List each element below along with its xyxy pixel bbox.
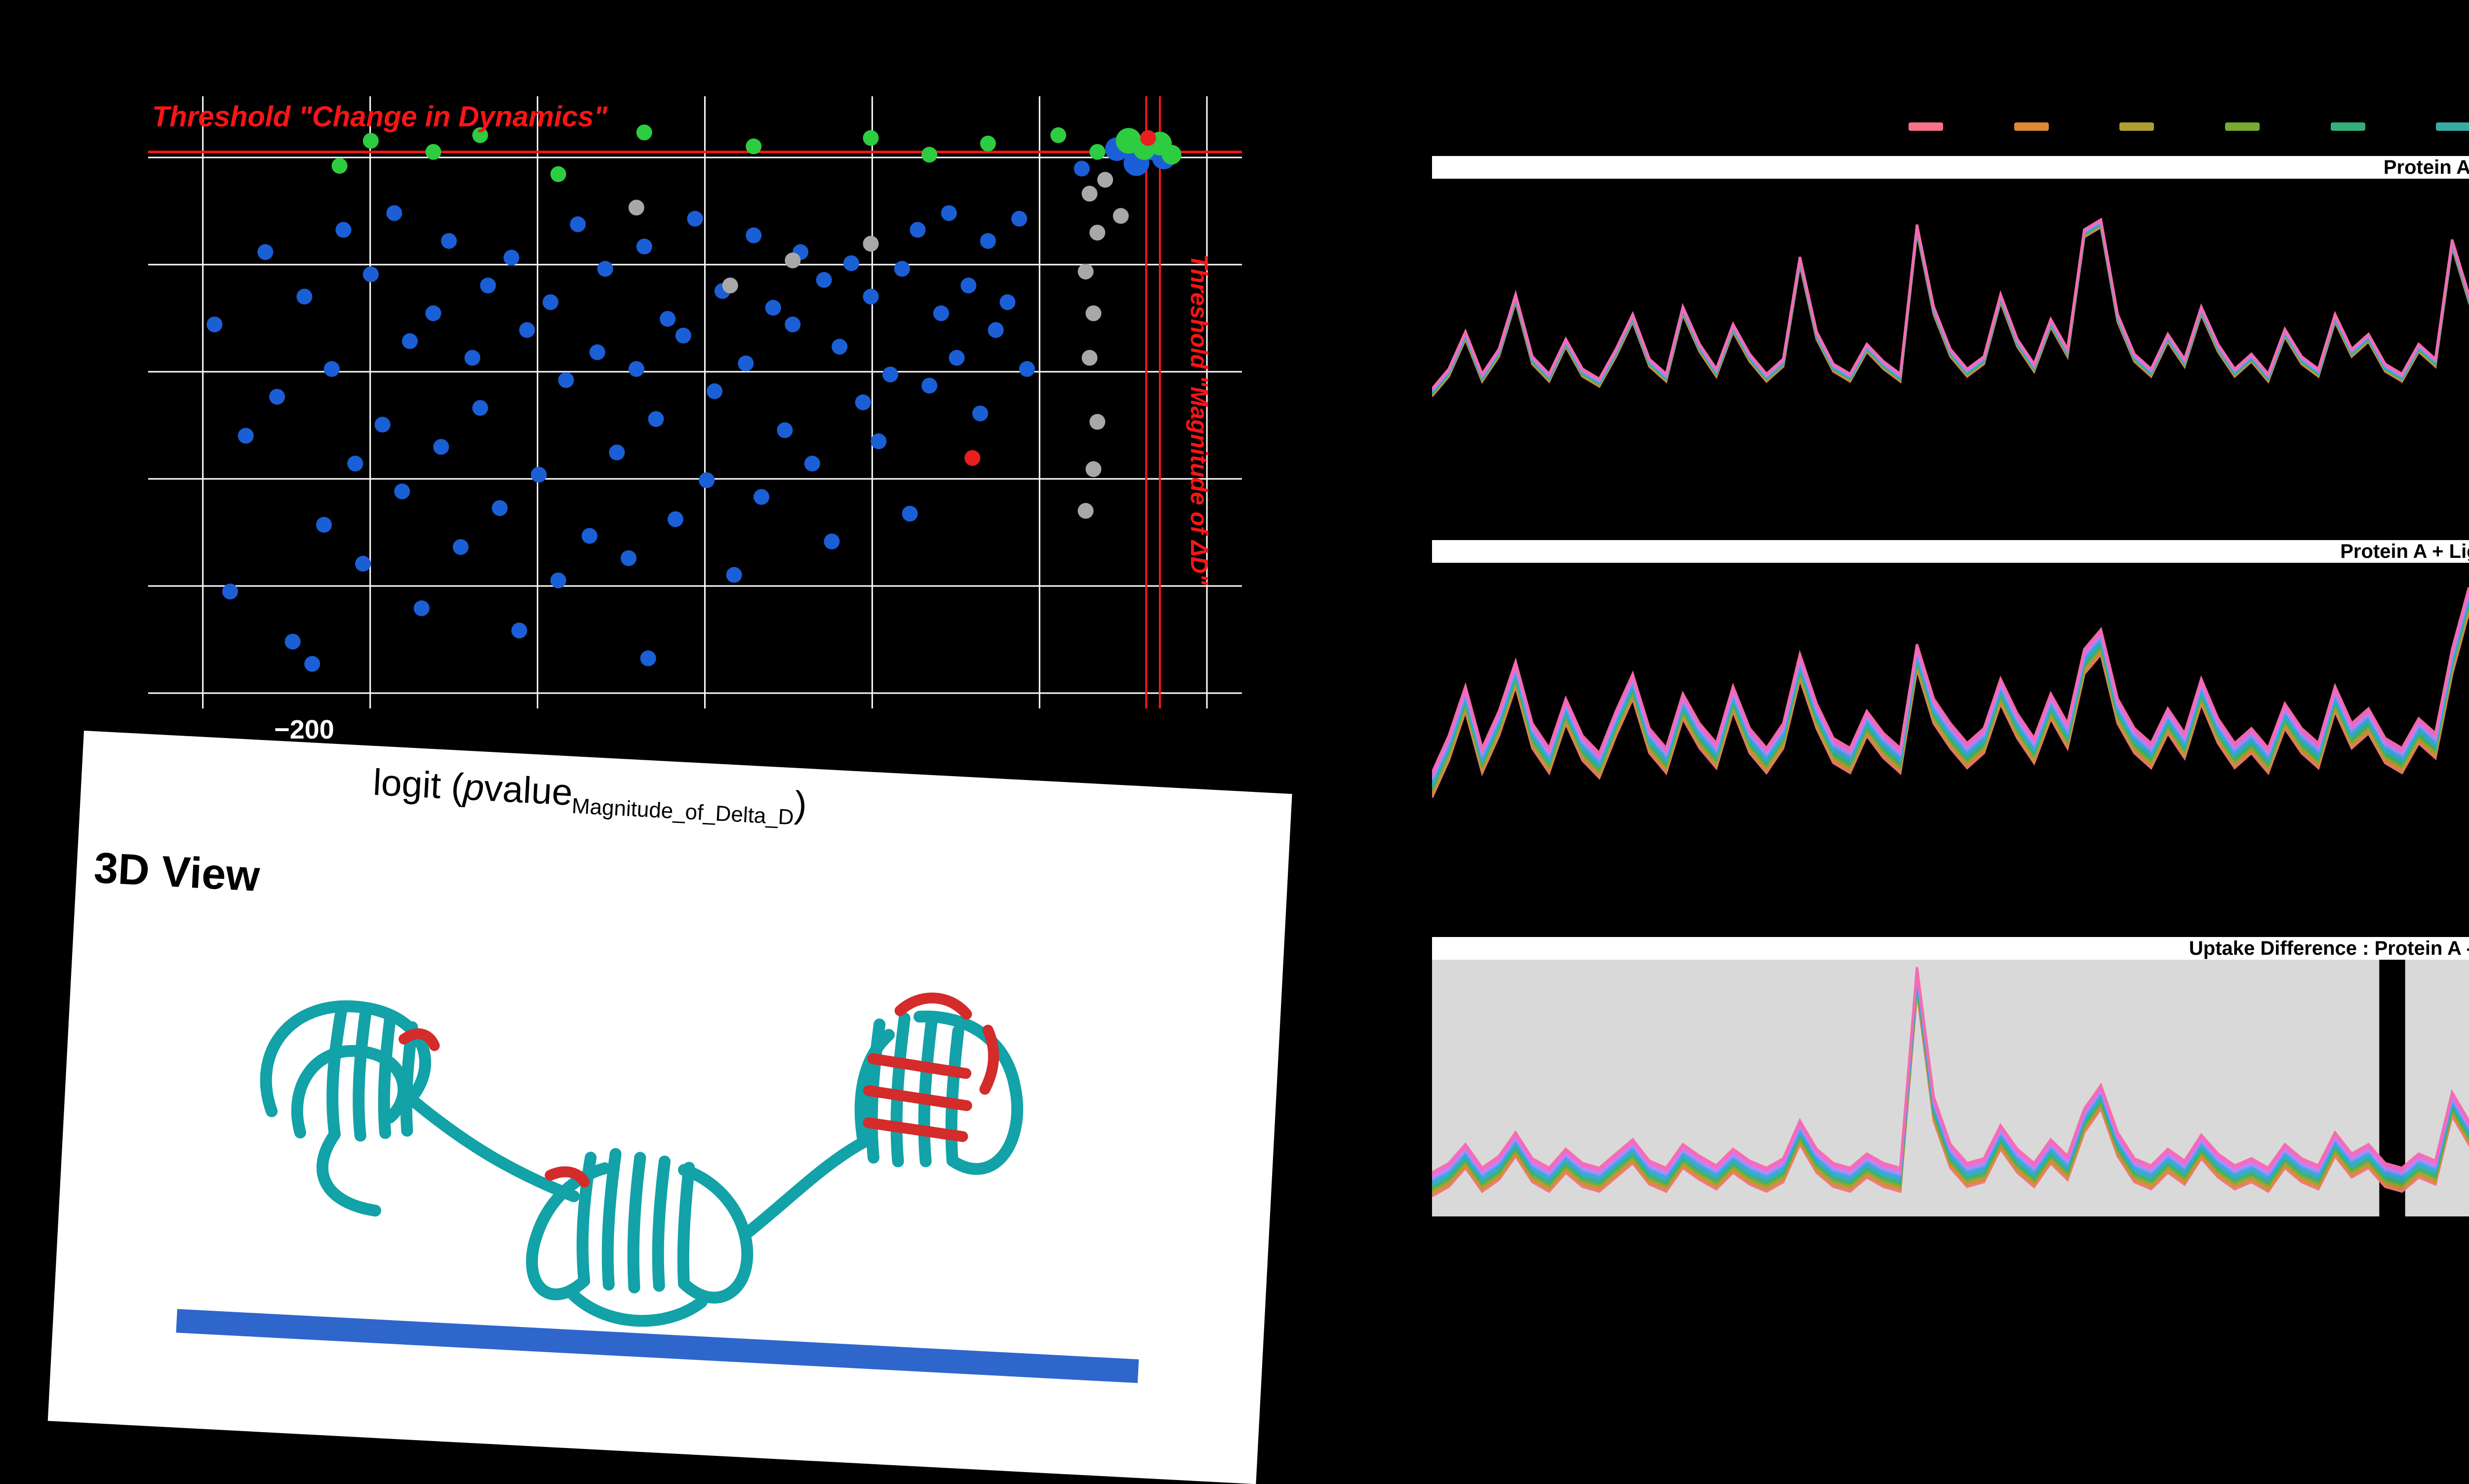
protein-ribbon-red-highlight	[398, 992, 999, 1188]
legend-swatch	[2014, 122, 2049, 131]
volcano-x-axis-label: logit (pvalueMagnitude_of_Delta_D)	[372, 761, 808, 831]
protein-ribbon-teal	[260, 1000, 1023, 1327]
uptake-panels: Protein A Protein A + Ligand Uptake Diff…	[1432, 118, 2469, 1254]
threshold-dynamics-label: Threshold "Change in Dynamics"	[152, 101, 607, 133]
threshold-magnitude-label: Threshold "Magnitude of ΔD"	[1186, 254, 1212, 585]
axis-label-suffix: )	[793, 783, 808, 825]
structure-card: logit (pvalueMagnitude_of_Delta_D) 3D Vi…	[47, 731, 1292, 1484]
protein-structure-viewport[interactable]	[111, 897, 1199, 1406]
legend-swatch	[2119, 122, 2154, 131]
legend-swatch	[2225, 122, 2260, 131]
legend-swatch	[2436, 122, 2469, 131]
timepoint-legend	[1909, 120, 2469, 132]
legend-swatch	[1909, 122, 1943, 131]
panel-title-protein-a: Protein A	[1432, 156, 2469, 179]
axis-label-value: value	[483, 767, 574, 813]
x-axis-tick-minus-200: −200	[274, 715, 334, 744]
axis-label-subscript: Magnitude_of_Delta_D	[571, 793, 795, 830]
legend-swatch	[2330, 122, 2365, 131]
axis-label-p: p	[462, 766, 485, 809]
3d-view-title: 3D View	[92, 843, 261, 900]
panel-title-protein-a-ligand: Protein A + Ligand	[1432, 540, 2469, 563]
volcano-plot: Threshold "Change in Dynamics" Threshold…	[148, 96, 1294, 787]
axis-label-prefix: logit (	[372, 761, 465, 808]
uptake-difference-chart[interactable]	[1432, 960, 2469, 1216]
uptake-chart-protein-a-ligand[interactable]	[1432, 563, 2469, 916]
volcano-scatter-canvas[interactable]	[148, 96, 1242, 708]
panel-title-uptake-difference: Uptake Difference : Protein A - (Protein…	[1432, 937, 2469, 960]
uptake-chart-protein-a[interactable]	[1432, 179, 2469, 524]
